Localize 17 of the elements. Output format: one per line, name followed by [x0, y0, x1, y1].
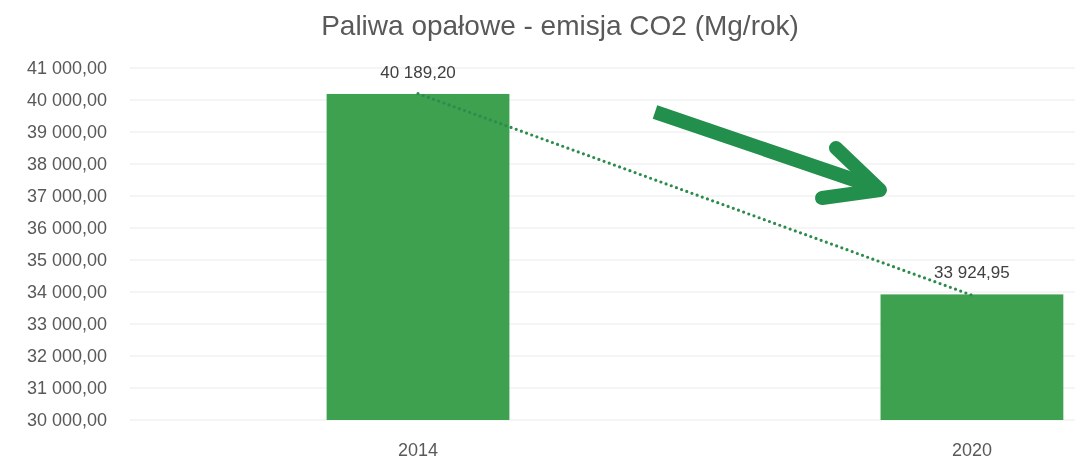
y-tick-label: 37 000,00	[26, 186, 107, 207]
y-tick-label: 36 000,00	[26, 218, 107, 239]
y-tick-label: 39 000,00	[26, 122, 107, 143]
y-tick-label: 30 000,00	[26, 410, 107, 431]
y-tick-label: 33 000,00	[26, 314, 107, 335]
x-tick-label: 2014	[397, 440, 439, 460]
y-tick-label: 40 000,00	[26, 90, 107, 111]
data-label: 40 189,20	[380, 62, 456, 82]
x-tick-label: 2020	[951, 440, 992, 460]
y-tick-label: 32 000,00	[26, 346, 107, 367]
y-tick-label: 35 000,00	[26, 250, 107, 271]
y-tick-label: 38 000,00	[26, 154, 107, 175]
y-tick-label: 41 000,00	[26, 58, 107, 79]
y-tick-label: 31 000,00	[26, 378, 107, 399]
data-label: 33 924,95	[934, 263, 1010, 283]
y-tick-label: 34 000,00	[26, 282, 107, 303]
chart-title: Paliwa opałowe - emisja CO2 (Mg/rok)	[321, 10, 799, 41]
